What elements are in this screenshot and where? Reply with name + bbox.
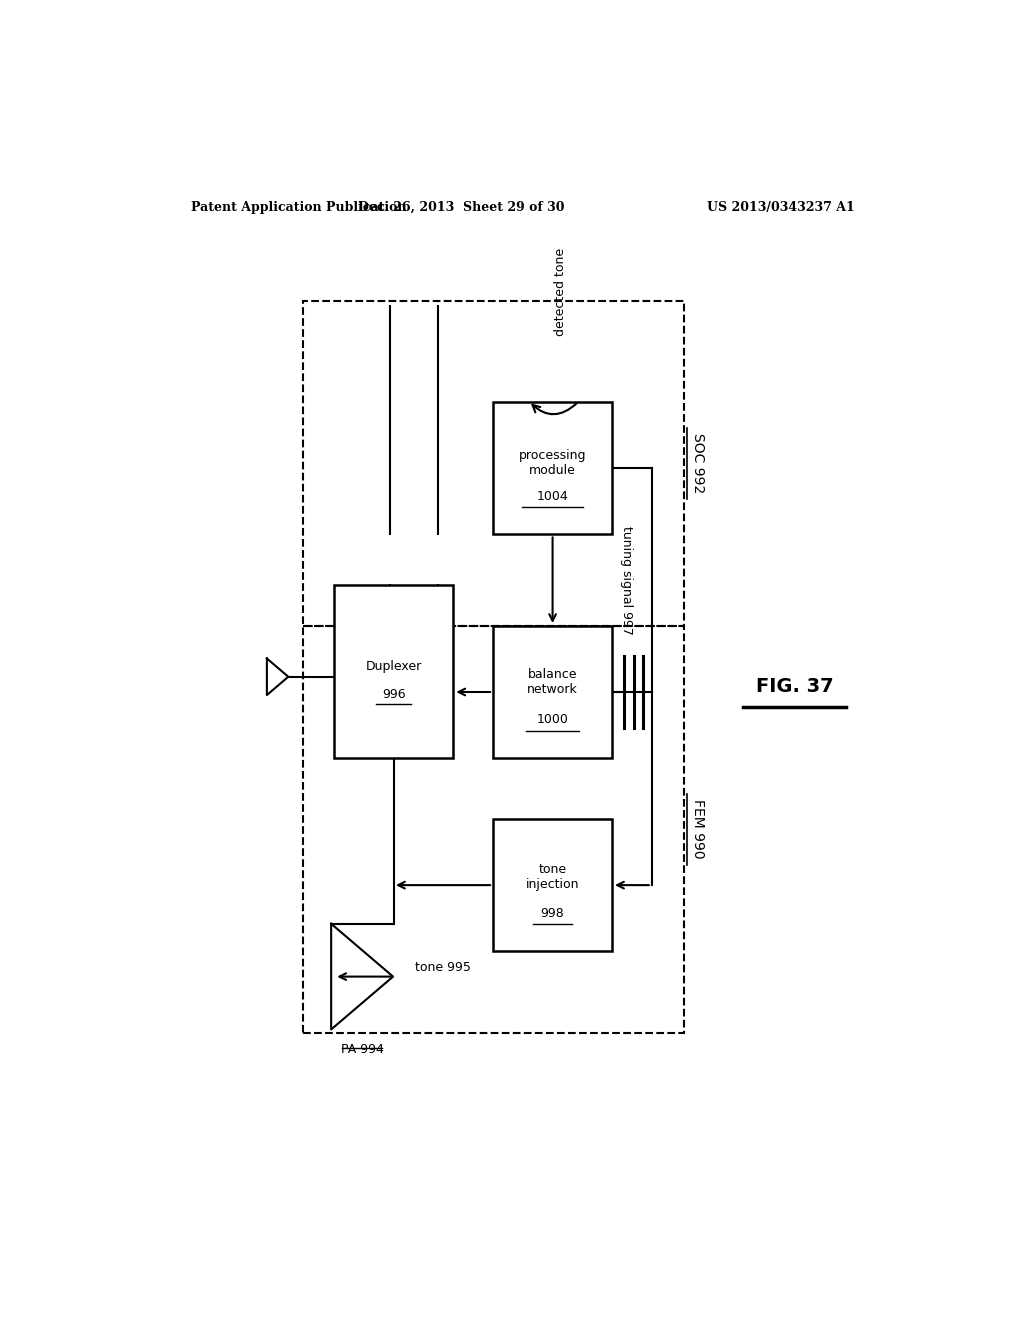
- Text: 1004: 1004: [537, 490, 568, 503]
- Text: FIG. 37: FIG. 37: [756, 677, 834, 697]
- Text: tone
injection: tone injection: [526, 863, 580, 891]
- Bar: [303, 626, 684, 1032]
- FancyArrowPatch shape: [532, 403, 577, 414]
- Text: 1000: 1000: [537, 713, 568, 726]
- Text: tone 995: tone 995: [415, 961, 471, 974]
- Text: tuning signal 997: tuning signal 997: [620, 525, 633, 635]
- Bar: [334, 585, 454, 758]
- Text: detected tone: detected tone: [554, 248, 567, 337]
- Bar: [494, 403, 612, 535]
- Text: PA 994: PA 994: [341, 1043, 384, 1056]
- Text: FEM 990: FEM 990: [691, 800, 706, 859]
- Text: US 2013/0343237 A1: US 2013/0343237 A1: [708, 201, 855, 214]
- Text: 996: 996: [382, 688, 406, 701]
- Text: SOC 992: SOC 992: [691, 433, 706, 494]
- Text: balance
network: balance network: [527, 668, 578, 696]
- Bar: [303, 301, 684, 626]
- Bar: [494, 818, 612, 952]
- Text: processing
module: processing module: [519, 449, 587, 478]
- Text: 998: 998: [541, 907, 564, 920]
- Text: Dec. 26, 2013  Sheet 29 of 30: Dec. 26, 2013 Sheet 29 of 30: [358, 201, 564, 214]
- Bar: [494, 626, 612, 758]
- Text: Duplexer: Duplexer: [366, 660, 422, 673]
- Text: Patent Application Publication: Patent Application Publication: [191, 201, 407, 214]
